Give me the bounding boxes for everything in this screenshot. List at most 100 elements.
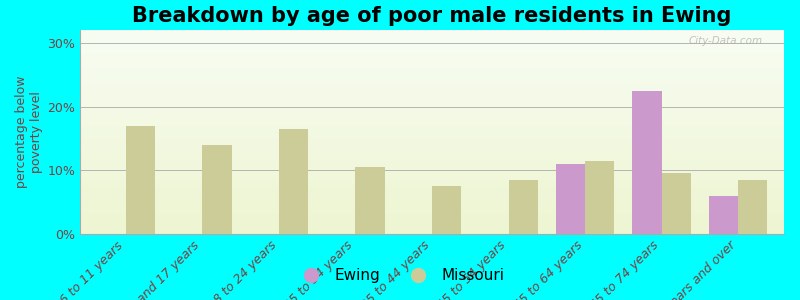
Bar [80, 216, 784, 218]
Bar [80, 124, 784, 126]
Bar [80, 222, 784, 224]
Bar [80, 167, 784, 169]
Bar [202, 145, 231, 234]
Bar [80, 118, 784, 120]
Bar [80, 30, 784, 32]
Bar [80, 107, 784, 110]
Bar [80, 106, 784, 107]
Bar [80, 120, 784, 122]
Bar [355, 167, 385, 234]
Bar [80, 177, 784, 179]
Bar [80, 181, 784, 183]
Bar [80, 163, 784, 165]
Bar [80, 77, 784, 79]
Bar [80, 122, 784, 124]
Bar [80, 36, 784, 38]
Bar [80, 185, 784, 187]
Bar [80, 38, 784, 40]
Bar [585, 161, 614, 234]
Bar [80, 67, 784, 69]
Bar [80, 171, 784, 173]
Bar [80, 218, 784, 220]
Bar [80, 173, 784, 175]
Bar [126, 126, 155, 234]
Bar [80, 191, 784, 193]
Bar [80, 114, 784, 116]
Bar [80, 46, 784, 48]
Bar [80, 79, 784, 81]
Bar [279, 129, 308, 234]
Bar [80, 50, 784, 52]
Bar [80, 148, 784, 150]
Bar [80, 230, 784, 232]
Bar [80, 197, 784, 199]
Bar [80, 232, 784, 234]
Bar [80, 32, 784, 34]
Bar [80, 146, 784, 148]
Bar [80, 154, 784, 157]
Bar [80, 209, 784, 211]
Legend: Ewing, Missouri: Ewing, Missouri [290, 262, 510, 290]
Bar [80, 220, 784, 222]
Bar [709, 196, 738, 234]
Bar [80, 189, 784, 191]
Bar [80, 55, 784, 56]
Bar [80, 101, 784, 103]
Bar [80, 130, 784, 132]
Bar [80, 85, 784, 87]
Bar [80, 52, 784, 55]
Bar [509, 180, 538, 234]
Bar [80, 44, 784, 46]
Bar [80, 138, 784, 140]
Bar [80, 214, 784, 216]
Bar [80, 201, 784, 203]
Bar [80, 93, 784, 95]
Bar [80, 208, 784, 209]
Bar [80, 183, 784, 185]
Bar [80, 65, 784, 67]
Bar [80, 169, 784, 171]
Bar [80, 136, 784, 138]
Bar [80, 157, 784, 158]
Bar [738, 180, 767, 234]
Bar [80, 97, 784, 99]
Bar [80, 203, 784, 206]
Bar [80, 226, 784, 228]
Bar [80, 160, 784, 163]
Bar [80, 179, 784, 181]
Bar [80, 150, 784, 152]
Bar [80, 132, 784, 134]
Bar [662, 173, 690, 234]
Bar [80, 71, 784, 73]
Bar [80, 42, 784, 44]
Bar [80, 165, 784, 167]
Y-axis label: percentage below
poverty level: percentage below poverty level [15, 76, 43, 188]
Bar [80, 95, 784, 97]
Bar [80, 199, 784, 201]
Title: Breakdown by age of poor male residents in Ewing: Breakdown by age of poor male residents … [132, 6, 732, 26]
Bar [80, 34, 784, 36]
Bar [80, 134, 784, 136]
Bar [80, 63, 784, 65]
Bar [80, 58, 784, 61]
Bar [80, 224, 784, 226]
Bar [80, 195, 784, 197]
Bar [80, 75, 784, 77]
Bar [80, 61, 784, 63]
Bar [432, 186, 461, 234]
Bar [80, 228, 784, 230]
Bar [80, 87, 784, 89]
Bar [80, 99, 784, 101]
Bar [80, 48, 784, 50]
Bar [633, 91, 662, 234]
Bar [80, 83, 784, 85]
Bar [80, 126, 784, 128]
Bar [80, 175, 784, 177]
Text: City-Data.com: City-Data.com [689, 36, 763, 46]
Bar [80, 212, 784, 214]
Bar [80, 103, 784, 106]
Bar [80, 91, 784, 93]
Bar [80, 116, 784, 118]
Bar [80, 142, 784, 144]
Bar [80, 193, 784, 195]
